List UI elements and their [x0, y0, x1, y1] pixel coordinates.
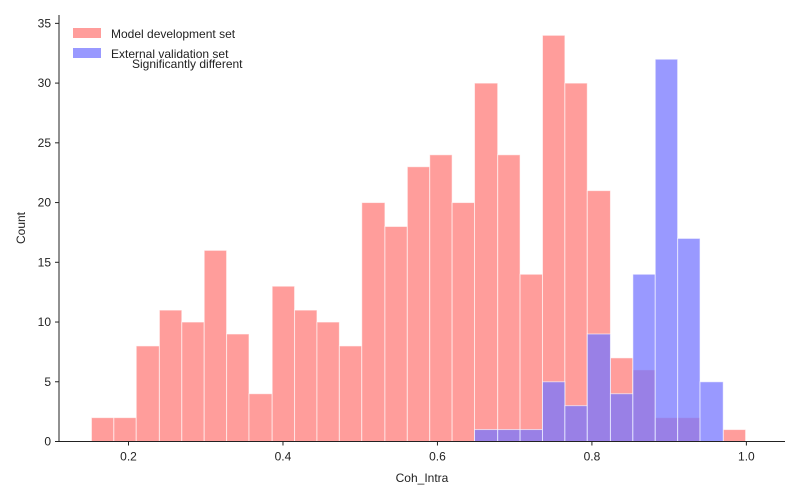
- x-axis-label: Coh_Intra: [396, 471, 449, 485]
- y-tick-label: 15: [38, 255, 52, 269]
- model-development-bar-2: [135, 345, 160, 442]
- x-tick-label: 0.2: [120, 450, 137, 464]
- model-development-bar-20: [541, 34, 566, 443]
- model-development-bar-28: [722, 429, 747, 442]
- external-validation-bar-2: [519, 429, 543, 442]
- x-tick-label: 0.8: [584, 450, 601, 464]
- y-tick-label: 20: [38, 196, 52, 210]
- axes-layer: [58, 15, 785, 442]
- external-validation-bar-7: [632, 273, 656, 442]
- model-development-bar-7: [248, 393, 273, 442]
- model-development-bar-8: [271, 285, 296, 442]
- model-development-bar-0: [90, 417, 115, 442]
- ticks-layer: 0.2 0.4 0.6 0.8 1.0 0 5 10 15 20 25 30 35: [38, 16, 755, 463]
- bars-layer: [90, 34, 747, 443]
- y-tick-label: 0: [44, 435, 51, 449]
- legend-swatch-model-development: [73, 28, 101, 38]
- legend: Model development set External validatio…: [73, 27, 236, 61]
- model-development-bar-4: [181, 321, 205, 442]
- external-validation-bar-0: [474, 429, 499, 442]
- model-development-bar-5: [203, 249, 228, 442]
- external-validation-bar-10: [699, 381, 724, 442]
- external-validation-bar-4: [564, 405, 588, 443]
- model-development-bar-17: [474, 82, 499, 442]
- model-development-bar-6: [226, 333, 250, 443]
- model-development-bar-1: [113, 417, 137, 442]
- y-axis-label: Count: [14, 211, 28, 244]
- y-tick-label: 30: [38, 76, 52, 90]
- external-validation-bar-6: [609, 393, 634, 442]
- model-development-bar-21: [564, 82, 588, 442]
- legend-label-model-development: Model development set: [111, 27, 236, 41]
- y-tick-label: 25: [38, 136, 52, 150]
- legend-label-external-validation: External validation set: [111, 47, 229, 61]
- x-tick-label: 0.4: [275, 450, 292, 464]
- model-development-bar-15: [429, 154, 453, 442]
- model-development-bar-14: [406, 166, 431, 442]
- significance-annotation: Significantly different: [132, 57, 243, 71]
- y-tick-label: 10: [38, 315, 52, 329]
- model-development-bar-19: [519, 273, 543, 442]
- model-development-bar-11: [338, 345, 363, 442]
- external-validation-bar-3: [541, 381, 566, 442]
- external-validation-bar-5: [586, 333, 611, 443]
- legend-swatch-external-validation: [73, 48, 101, 58]
- x-tick-label: 0.6: [429, 450, 446, 464]
- model-development-bar-9: [294, 309, 318, 442]
- model-development-bar-18: [497, 154, 521, 442]
- x-tick-label: 1.0: [738, 450, 755, 464]
- external-validation-bar-8: [654, 58, 679, 442]
- model-development-bar-16: [451, 202, 476, 442]
- y-tick-label: 35: [38, 16, 52, 30]
- y-tick-label: 5: [44, 375, 51, 389]
- model-development-bar-13: [384, 225, 408, 442]
- external-validation-bar-9: [677, 237, 701, 442]
- external-validation-bar-1: [497, 429, 521, 442]
- model-development-bar-12: [361, 202, 386, 442]
- model-development-bar-10: [316, 321, 340, 442]
- model-development-bar-3: [158, 309, 183, 442]
